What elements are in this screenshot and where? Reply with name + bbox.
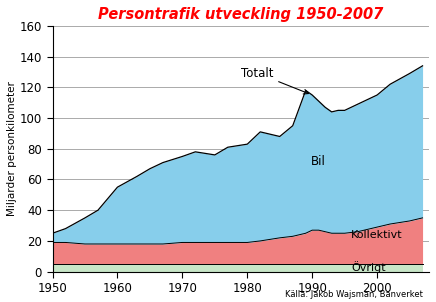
Text: Bil: Bil <box>311 155 326 168</box>
Text: Kollektivt: Kollektivt <box>351 230 403 240</box>
Text: Övrigt: Övrigt <box>351 261 386 273</box>
Text: Källa: Jakob Wajsman, Banverket: Källa: Jakob Wajsman, Banverket <box>285 290 423 299</box>
Title: Persontrafik utveckling 1950-2007: Persontrafik utveckling 1950-2007 <box>98 7 383 22</box>
Y-axis label: Miljarder personkilometer: Miljarder personkilometer <box>7 81 17 216</box>
Text: Totalt: Totalt <box>241 66 308 94</box>
